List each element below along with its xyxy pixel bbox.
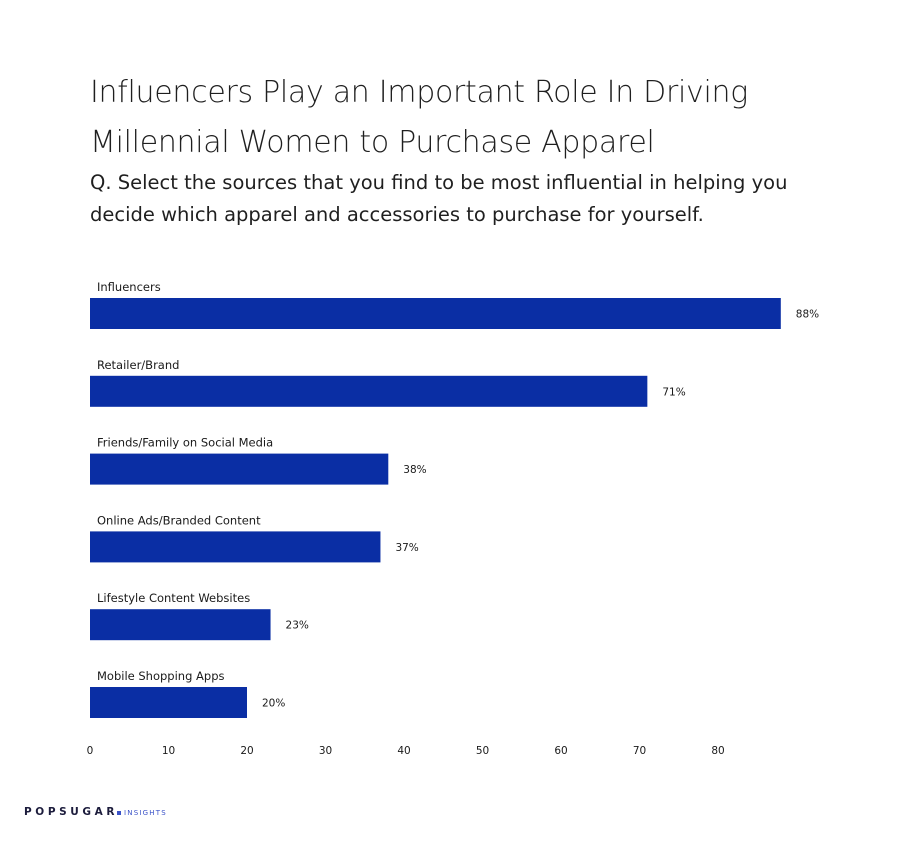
- value-label: 71%: [662, 386, 685, 398]
- bar: [90, 453, 389, 485]
- brand-logo: POPSUGAR INSIGHTS: [24, 806, 167, 822]
- x-tick-label: 10: [162, 745, 175, 757]
- value-label: 88%: [796, 309, 819, 321]
- bar: [90, 375, 648, 407]
- brand-name: POPSUGAR: [24, 806, 119, 818]
- category-label: Influencers: [97, 280, 161, 294]
- x-tick-label: 0: [87, 745, 94, 757]
- brand-sub: INSIGHTS: [124, 809, 167, 817]
- category-label: Mobile Shopping Apps: [97, 669, 225, 683]
- bar-chart: Influencers 88% Retailer/Brand 71% Friends/F…: [87, 280, 820, 757]
- x-tick-label: 60: [554, 745, 567, 757]
- category-label: Lifestyle Content Websites: [97, 591, 250, 605]
- category-label: Friends/Family on Social Media: [97, 436, 273, 450]
- value-label: 38%: [403, 464, 426, 476]
- x-tick-label: 70: [633, 745, 646, 757]
- chart-title: Influencers Play an Important Role In Dr…: [90, 75, 748, 160]
- value-label: 20%: [262, 698, 285, 710]
- category-label: Retailer/Brand: [97, 358, 179, 372]
- x-tick-label: 50: [476, 745, 489, 757]
- x-tick-label: 40: [397, 745, 410, 757]
- x-tick-label: 30: [319, 745, 332, 757]
- brand-dot-icon: [117, 811, 122, 815]
- bar: [90, 298, 781, 329]
- value-label: 23%: [286, 620, 309, 632]
- bar: [90, 609, 271, 641]
- x-tick-label: 80: [711, 745, 724, 757]
- value-label: 37%: [395, 542, 418, 554]
- bar: [90, 687, 247, 718]
- chart-subtitle: Q. Select the sources that you find to b…: [90, 171, 788, 226]
- bar: [90, 531, 381, 563]
- category-label: Online Ads/Branded Content: [97, 513, 261, 527]
- x-tick-label: 20: [240, 745, 253, 757]
